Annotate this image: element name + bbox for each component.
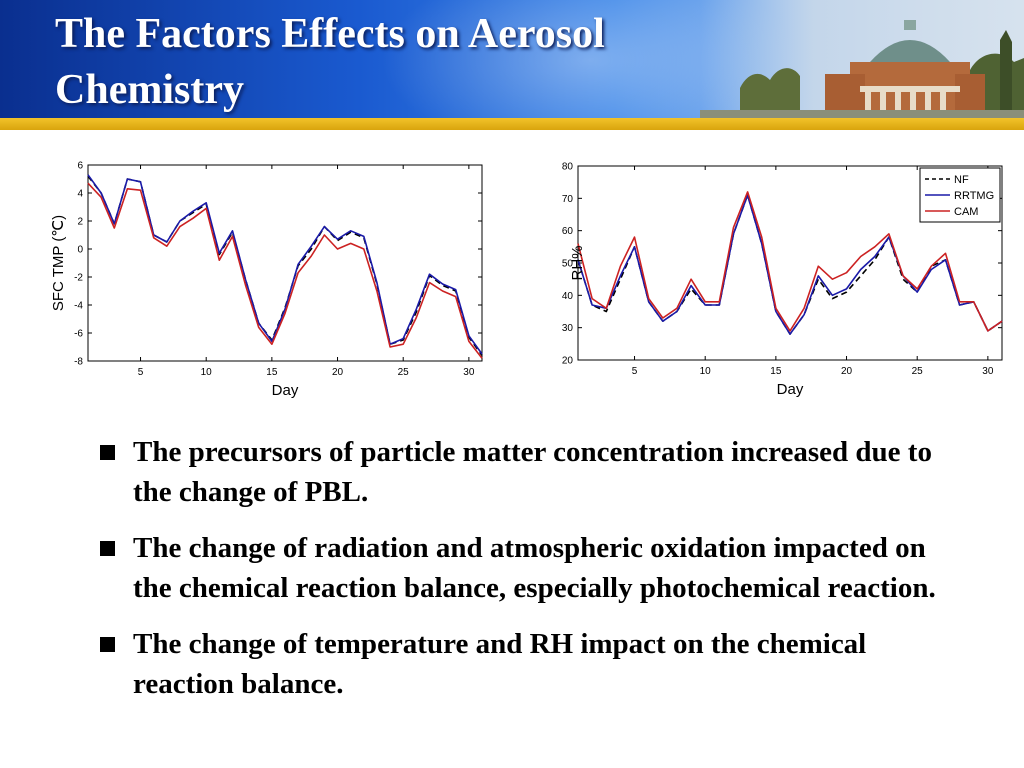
square-bullet-icon — [100, 445, 115, 460]
x-tick-label: 10 — [201, 367, 213, 378]
y-tick-label: -6 — [74, 329, 83, 340]
slide-header: The Factors Effects on Aerosol Chemistry — [0, 0, 1024, 120]
y-tick-label: 4 — [77, 189, 83, 200]
bullet-item: The change of temperature and RH impact … — [98, 624, 958, 704]
bullet-text: The precursors of particle matter concen… — [133, 436, 932, 508]
x-tick-label: 25 — [398, 367, 410, 378]
slide-title: The Factors Effects on Aerosol Chemistry — [55, 6, 755, 118]
temperature-chart: 5 10 15 20 25 30 -8 -6 -4 -2 0 2 4 6 Day SFC TMP (℃) — [50, 161, 483, 399]
bullet-text: The change of temperature and RH impact … — [133, 628, 867, 700]
rh-chart: 5 10 15 20 25 30 20 30 40 50 60 70 80 Day RH% NF RRTMG CA… — [562, 162, 1003, 398]
bullet-text: The change of radiation and atmospheric … — [133, 532, 936, 604]
x-axis-label: Day — [272, 382, 299, 399]
y-axis-label: RH% — [569, 245, 586, 280]
legend-label: RRTMG — [954, 190, 994, 202]
series-line-cam — [87, 182, 483, 359]
x-tick-label: 5 — [632, 366, 638, 377]
slide-title-line-2: Chemistry — [55, 67, 244, 113]
bullet-list: The precursors of particle matter concen… — [98, 432, 958, 720]
bullet-item: The precursors of particle matter concen… — [98, 432, 958, 512]
series-line-rrtmg — [87, 174, 483, 355]
header-gold-bar — [0, 118, 1024, 130]
bullet-item: The change of radiation and atmospheric … — [98, 528, 958, 608]
series-line-rrtmg — [577, 194, 1003, 335]
legend-label: NF — [954, 174, 969, 186]
slide-title-line-1: The Factors Effects on Aerosol — [55, 11, 605, 57]
x-tick-label: 30 — [982, 366, 994, 377]
x-tick-label: 20 — [332, 367, 344, 378]
square-bullet-icon — [100, 637, 115, 652]
x-axis-label: Day — [777, 381, 804, 398]
x-tick-label: 15 — [770, 366, 782, 377]
y-axis-label: SFC TMP (℃) — [50, 215, 67, 311]
x-tick-label: 10 — [700, 366, 712, 377]
y-tick-label: 20 — [562, 356, 574, 367]
series-line-nf — [87, 175, 483, 356]
series-line-cam — [577, 191, 1003, 332]
x-tick-label: 20 — [841, 366, 853, 377]
y-tick-label: -4 — [74, 301, 83, 312]
y-tick-label: 6 — [77, 161, 83, 172]
x-tick-label: 15 — [266, 367, 278, 378]
x-tick-label: 30 — [463, 367, 475, 378]
y-tick-label: 0 — [77, 245, 83, 256]
y-tick-label: 40 — [562, 291, 574, 302]
campus-building-image — [700, 0, 1024, 120]
y-tick-label: 50 — [562, 259, 574, 270]
y-tick-label: 60 — [562, 226, 574, 237]
x-tick-label: 25 — [912, 366, 924, 377]
plot-frame — [87, 164, 483, 362]
y-tick-label: 80 — [562, 162, 574, 173]
x-tick-label: 5 — [138, 367, 144, 378]
legend-label: CAM — [954, 206, 978, 218]
y-tick-label: -2 — [74, 273, 83, 284]
y-tick-label: 2 — [77, 217, 83, 228]
y-tick-label: 70 — [562, 194, 574, 205]
square-bullet-icon — [100, 541, 115, 556]
y-tick-label: 30 — [562, 323, 574, 334]
y-tick-label: -8 — [74, 357, 83, 368]
